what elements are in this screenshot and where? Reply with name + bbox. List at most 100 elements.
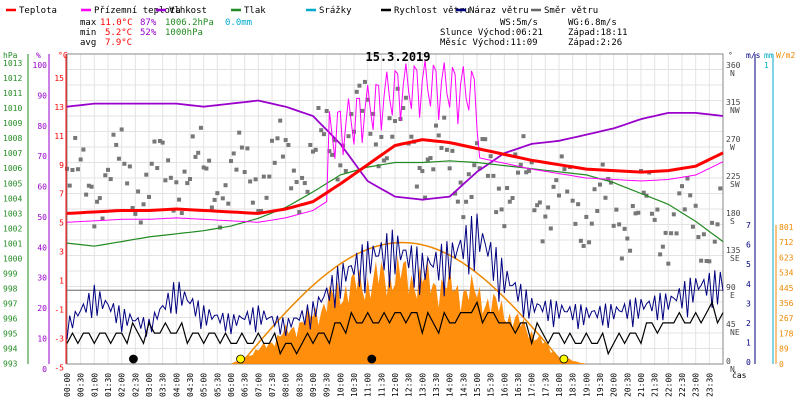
time-tick-label: 17:00	[528, 373, 537, 397]
time-tick-label: 23:00	[692, 373, 701, 397]
wind-direction-point	[294, 180, 299, 185]
temperature-tick-label: 7	[59, 190, 64, 199]
time-tick-label: 11:00	[364, 373, 373, 397]
time-tick-label: 09:30	[323, 373, 332, 397]
wind-direction-point	[346, 134, 351, 139]
wind-direction-point	[272, 160, 277, 165]
wind-direction-point	[234, 167, 239, 172]
wind-direction-point	[699, 258, 704, 263]
stat-value: max	[80, 18, 97, 28]
time-tick-label: 04:00	[172, 373, 181, 397]
wind-direction-point	[655, 207, 660, 212]
pressure-tick-label: 1013	[3, 59, 22, 68]
wind-direction-point	[327, 149, 332, 154]
wind-direction-point	[261, 174, 266, 179]
pressure-tick-label: 998	[3, 285, 18, 294]
wind-direction-point	[376, 164, 381, 169]
radiation-tick-label: 89	[779, 345, 789, 354]
wind-direction-point	[220, 196, 225, 201]
direction-axis-unit: °	[728, 51, 733, 60]
wind-direction-point	[466, 172, 471, 177]
radiation-tick-label: 178	[779, 329, 794, 338]
pressure-tick-label: 1010	[3, 104, 22, 113]
wind-direction-point	[185, 181, 190, 186]
direction-tick-degree: 135	[726, 246, 741, 255]
wind-direction-point	[111, 132, 116, 137]
wind-direction-point	[354, 89, 359, 94]
wind-direction-point	[461, 215, 466, 220]
wind-direction-point	[343, 168, 348, 173]
plot-area	[65, 53, 724, 365]
direction-tick-degree: 0	[726, 357, 731, 366]
wind-direction-point	[226, 201, 231, 206]
wind-direction-point	[603, 195, 608, 200]
wind-direction-point	[628, 248, 633, 253]
wind-direction-point	[278, 118, 283, 123]
wind-direction-point	[133, 211, 138, 216]
solar-radiation-area	[67, 255, 723, 364]
wind-direction-point	[267, 174, 272, 179]
wind-direction-point	[106, 167, 110, 172]
time-tick-label: 06:30	[241, 373, 250, 397]
wind-direction-point	[352, 129, 356, 134]
wind-tick-label: 5	[746, 260, 751, 269]
temperature-line	[66, 138, 724, 215]
temperature-tick-label: -3	[54, 334, 64, 343]
wind-gust-stat: WG:6.8m/s	[568, 18, 617, 28]
wind-direction-point	[316, 105, 321, 110]
wind-direction-point	[289, 186, 294, 191]
pressure-tick-label: 1009	[3, 119, 22, 128]
pressure-tick-label: 997	[3, 300, 18, 309]
wind-direction-point	[510, 196, 515, 201]
time-tick-label: 02:00	[118, 373, 127, 397]
wind-direction-point	[259, 208, 264, 213]
stat-value: 87%	[140, 18, 157, 28]
wind-direction-point	[701, 232, 706, 237]
wind-direction-point	[319, 128, 324, 133]
wind-direction-point	[680, 184, 684, 189]
wind-direction-point	[551, 184, 556, 189]
pressure-tick-label: 996	[3, 315, 18, 324]
wind-direction-point	[70, 167, 75, 172]
wind-direction-point	[557, 193, 561, 198]
wind-direction-point	[578, 238, 583, 243]
wind-direction-point	[387, 116, 392, 121]
wind-direction-point	[663, 230, 668, 235]
wind-direction-point	[256, 209, 261, 214]
wind-direction-point	[707, 259, 712, 264]
sunrise-stat: Slunce Východ:06:21	[440, 28, 543, 38]
time-tick-label: 00:30	[77, 373, 86, 397]
wind-direction-point	[155, 166, 160, 171]
time-tick-label: 05:00	[200, 373, 209, 397]
wind-direction-point	[302, 181, 307, 186]
wind-direction-point	[710, 220, 715, 225]
wind-direction-point	[384, 156, 389, 161]
humidity-tick-label: 50	[37, 213, 47, 222]
wind-direction-point	[434, 123, 438, 128]
wind-direction-point	[393, 119, 397, 124]
direction-tick-compass: W	[730, 143, 735, 152]
wind-direction-point	[715, 222, 720, 227]
wind-direction-point	[677, 191, 682, 196]
time-tick-label: 10:30	[350, 373, 359, 397]
wind-axis-unit: m/s	[746, 51, 761, 60]
time-tick-label: 10:00	[336, 373, 345, 397]
wind-direction-point	[518, 162, 523, 167]
wind-direction-point	[313, 147, 318, 152]
time-tick-label: 03:30	[159, 373, 168, 397]
wind-direction-point	[453, 191, 458, 196]
pressure-tick-label: 1012	[3, 74, 22, 83]
wind-direction-point	[212, 197, 217, 202]
radiation-tick-label: 356	[779, 299, 794, 308]
wind-direction-point	[611, 223, 616, 228]
wind-direction-point	[660, 244, 665, 249]
wind-direction-point	[198, 125, 203, 130]
time-tick-label: 21:00	[637, 373, 646, 397]
radiation-tick-label: 712	[779, 238, 794, 247]
pressure-tick-label: 1004	[3, 194, 22, 203]
wind-direction-point	[92, 224, 97, 229]
legend-label: Směr větru	[544, 6, 598, 16]
wind-direction-point	[526, 168, 531, 173]
wind-direction-point	[524, 170, 529, 175]
